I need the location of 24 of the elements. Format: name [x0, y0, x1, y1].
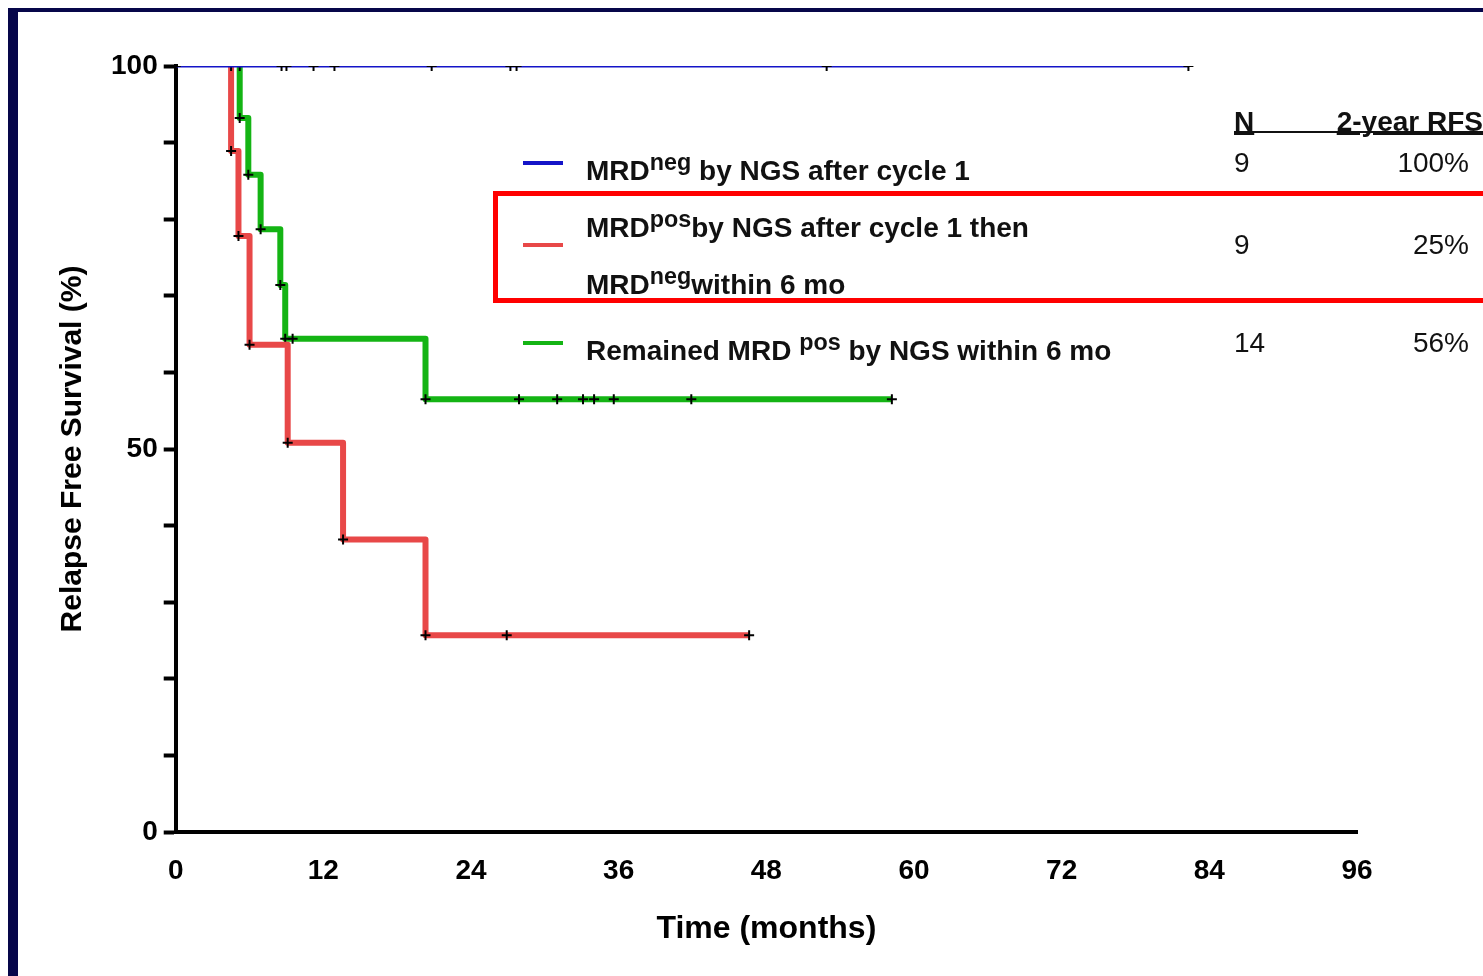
x-tick-label: 12 [307, 853, 339, 885]
x-tick-label: 48 [750, 853, 782, 885]
annotation: N [1234, 105, 1255, 139]
text: 25% [1412, 228, 1469, 262]
text: 56% [1412, 326, 1469, 360]
x-tick-label: 72 [1046, 853, 1078, 885]
annotation: 9 [1234, 228, 1250, 262]
x-tick-label: 60 [898, 853, 930, 885]
x-tick-label: 36 [603, 853, 635, 885]
annotation: 14 [1234, 326, 1266, 360]
text: 100% [1397, 146, 1469, 180]
x-tick-label: 96 [1341, 853, 1373, 885]
y-tick-label: 50 [126, 431, 158, 463]
y-axis-title: Relapse Free Survival (%) [54, 265, 88, 633]
legend-label: MRD$^{neg}$ by NGS after cycle 1 [586, 148, 971, 189]
y-tick-label: 0 [142, 814, 158, 846]
x-tick-label: 0 [167, 853, 184, 885]
legend-label: Remained MRD $^{pos}$ by NGS within 6 mo [586, 328, 1113, 369]
x-tick-label: 24 [455, 853, 488, 885]
annotation: 9 [1234, 146, 1250, 180]
annotation: 2-year RFS [1336, 105, 1483, 139]
x-tick-label: 84 [1193, 853, 1226, 885]
y-tick-label: 100 [111, 48, 158, 80]
x-axis-title: Time (months) [656, 908, 877, 945]
